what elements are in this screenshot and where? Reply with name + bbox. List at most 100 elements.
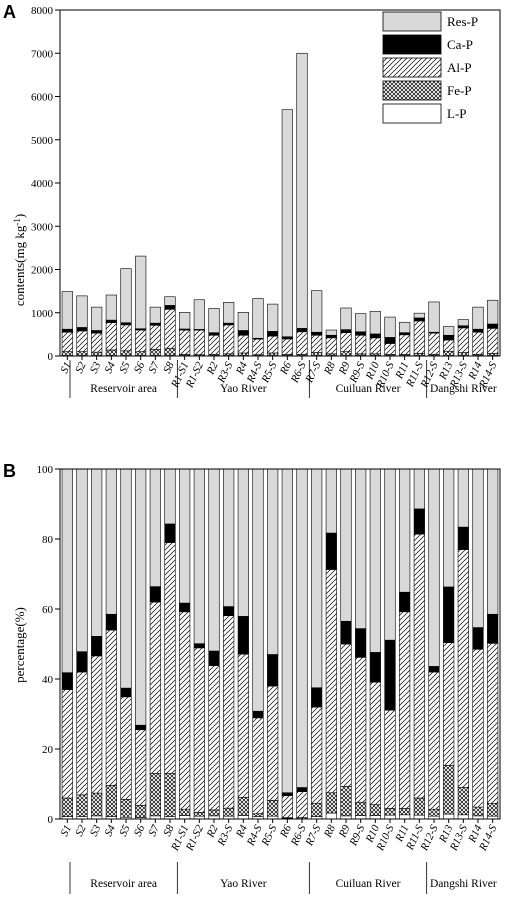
bar-b-r9-s-res-p [355, 468, 367, 629]
bar-a-s8-al-p [164, 308, 176, 349]
bar-b-s3-res-p [91, 468, 103, 637]
panel-a-letter: A [3, 2, 16, 22]
bar-a-r1-s1-res-p [179, 312, 191, 330]
bar-b-r10-res-p [369, 468, 381, 653]
x-tick-label: R9 [336, 360, 353, 378]
bar-b-s5-res-p [120, 468, 132, 689]
bar-b-r14-al-p [472, 648, 484, 808]
bar-a-s6-al-p [135, 329, 147, 352]
bar-b-r10-l-p [369, 815, 381, 820]
x-tick-label: S6 [132, 360, 148, 375]
bar-b-s7-al-p [149, 601, 161, 774]
bar-b-r10-s-res-p [384, 468, 396, 641]
bar-b-r13-s-fe-p [457, 787, 469, 816]
bar-a-r7-s-res-p [311, 290, 323, 333]
bar-b-r4-l-p [237, 815, 249, 820]
legend-label-fe-p: Fe-P [447, 83, 472, 98]
bar-a-r6-ca-p [281, 336, 293, 340]
bar-b-r10-al-p [369, 681, 381, 805]
y-tick-label: 20 [42, 744, 54, 756]
x-tick-label: S8 [161, 823, 177, 838]
bar-b-s7-fe-p [149, 773, 161, 817]
group-label: Reservoir area [90, 383, 157, 395]
bar-b-r4-res-p [237, 468, 249, 617]
bar-b-s4-al-p [105, 629, 117, 786]
bar-a-r13-ca-p [443, 334, 455, 341]
bar-b-r14-s-ca-p [487, 613, 499, 644]
bar-b-r4-al-p [237, 653, 249, 798]
bar-a-s1-res-p [61, 291, 73, 330]
bar-a-r7-s-al-p [311, 334, 323, 353]
panel-a-x-ticks: S1 S2 S3 S4 S5 S6 S7 S8R1-S1R1-S2R2R3-SR4R4-SR5… [59, 356, 500, 391]
bar-a-s2-fe-p [76, 351, 88, 356]
bar-b-r13-l-p [443, 813, 455, 820]
bar-a-r10-al-p [369, 337, 381, 355]
bar-b-r1-s2-ca-p [193, 643, 205, 649]
bar-a-r11-s-res-p [413, 312, 425, 319]
bar-b-r12-s-al-p [428, 671, 440, 810]
x-tick-label: S2 [73, 823, 89, 838]
bar-a-r14-al-p [472, 331, 484, 355]
y-tick-label: 4000 [31, 178, 54, 190]
bar-b-r1-s1-res-p [179, 468, 191, 604]
bar-b-s2-fe-p [76, 794, 88, 817]
bar-b-r4-ca-p [237, 616, 249, 655]
bar-b-s1-al-p [61, 689, 73, 799]
panel-b-groups: Reservoir area Yao River Cuiluan River Dang… [69, 862, 497, 894]
bar-b-r11-ca-p [399, 591, 411, 613]
bar-a-r14-s-res-p [487, 299, 499, 325]
bar-b-s6-res-p [135, 468, 147, 726]
bar-b-r14-ca-p [472, 627, 484, 650]
bar-b-s3-ca-p [91, 635, 103, 657]
bar-b-s5-ca-p [120, 687, 132, 698]
y-tick-label: 3000 [31, 221, 54, 233]
bar-a-s8-res-p [164, 296, 176, 306]
bar-b-r14-s-res-p [487, 468, 499, 615]
bar-a-r2-res-p [208, 308, 220, 333]
bar-a-r9-ca-p [340, 329, 352, 333]
group-label: Cuiluan River [336, 878, 401, 890]
bar-a-s4-al-p [105, 322, 117, 351]
y-tick-label: 6000 [31, 92, 54, 104]
x-tick-label: R8 [322, 360, 339, 378]
bar-a-r13-al-p [443, 339, 455, 352]
bar-a-r10-s-ca-p [384, 337, 396, 344]
bar-b-s4-res-p [105, 468, 117, 615]
bar-b-s3-al-p [91, 655, 103, 794]
bar-a-s2-al-p [76, 330, 88, 352]
bar-b-r3-s-res-p [223, 468, 235, 607]
x-tick-label: S4 [103, 360, 119, 375]
bar-b-r10-s-ca-p [384, 639, 396, 711]
bar-b-r9-ca-p [340, 620, 352, 645]
bar-a-r13-s-ca-p [457, 325, 469, 329]
bar-a-s4-res-p [105, 294, 117, 321]
bar-b-r2-res-p [208, 468, 220, 652]
x-tick-label: S4 [103, 823, 119, 838]
bar-b-r1-s1-l-p [179, 815, 191, 820]
group-label: Dangshi River [430, 383, 497, 395]
bar-a-s7-al-p [149, 324, 161, 350]
bar-b-s1-fe-p [61, 797, 73, 817]
bar-a-r14-s-ca-p [487, 323, 499, 329]
bar-a-r1-s2-al-p [193, 329, 205, 355]
x-tick-label: S3 [88, 823, 104, 838]
bar-b-r1-s1-fe-p [179, 808, 191, 816]
bar-b-r3-s-ca-p [223, 606, 235, 616]
y-tick-label: 0 [48, 351, 54, 363]
bar-b-r5-s-ca-p [267, 654, 279, 687]
bar-a-s7-res-p [149, 306, 161, 324]
bar-a-r1-s1-al-p [179, 329, 191, 355]
legend-swatch-ca-p [382, 34, 442, 55]
bar-a-r13-fe-p [443, 350, 455, 356]
bar-b-s4-fe-p [105, 785, 117, 817]
bar-b-r13-s-ca-p [457, 526, 469, 550]
bar-a-r5-s-ca-p [267, 331, 279, 337]
bar-b-r11-s-al-p [413, 533, 425, 799]
bar-b-r9-s-al-p [355, 656, 367, 803]
bar-b-r9-s-ca-p [355, 628, 367, 658]
panel-b-bars [61, 468, 499, 820]
bar-a-s3-al-p [91, 332, 103, 353]
bar-b-r6-s-res-p [296, 468, 308, 788]
bar-b-r4-s-res-p [252, 468, 264, 712]
